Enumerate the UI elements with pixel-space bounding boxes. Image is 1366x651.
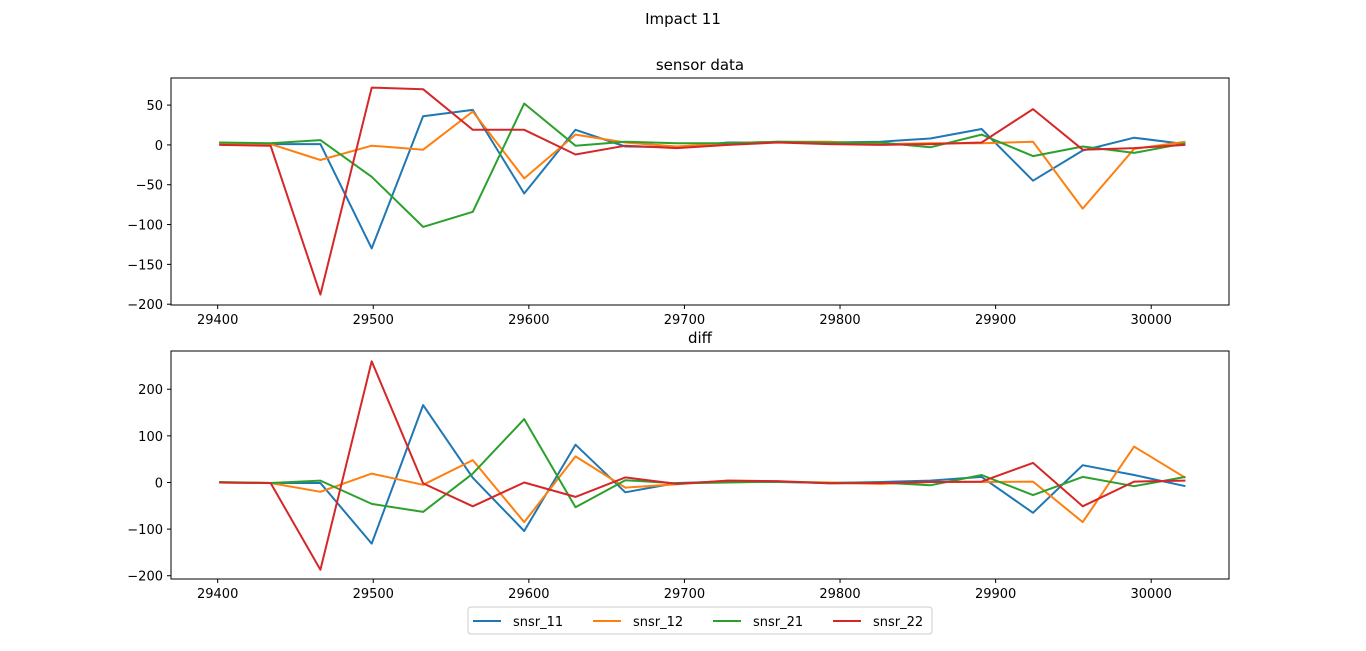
x-tick-label: 30000 bbox=[1131, 587, 1172, 602]
x-tick-label: 29600 bbox=[508, 313, 549, 328]
x-tick-label: 29800 bbox=[819, 587, 860, 602]
x-tick-label: 29900 bbox=[975, 587, 1016, 602]
series-line-snsr-12 bbox=[219, 445, 1186, 524]
diff-lines bbox=[219, 360, 1186, 571]
x-tick-label: 29500 bbox=[353, 587, 394, 602]
x-tick-label: 29400 bbox=[197, 587, 238, 602]
x-tick-label: 29600 bbox=[508, 587, 549, 602]
y-tick-label: −100 bbox=[127, 523, 163, 538]
diff-axes: diff 29400 29500 29600 29700 29800 29900 30000… bbox=[127, 329, 1230, 602]
diff-frame bbox=[170, 350, 1230, 580]
sensor-data-lines bbox=[219, 86, 1186, 296]
series-line-snsr-22 bbox=[219, 360, 1186, 571]
sensor-data-axes: sensor data 29400 29500 29600 29700 29800 299… bbox=[127, 56, 1230, 328]
series-line-snsr-21 bbox=[219, 418, 1186, 513]
sensor-data-ticks: 29400 29500 29600 29700 29800 29900 30000 50 0 −5… bbox=[127, 99, 1172, 328]
sensor-data-title: sensor data bbox=[656, 56, 744, 74]
legend-label-snsr-12: snsr_12 bbox=[633, 615, 683, 630]
series-line-snsr-11 bbox=[219, 108, 1186, 250]
legend: snsr_11 snsr_12 snsr_21 snsr_22 bbox=[467, 606, 933, 635]
y-tick-label: −200 bbox=[127, 570, 163, 585]
diff-title: diff bbox=[688, 329, 713, 347]
y-tick-label: −150 bbox=[127, 258, 163, 273]
diff-ticks: 29400 29500 29600 29700 29800 29900 30000 200 10… bbox=[127, 383, 1172, 602]
legend-label-snsr-11: snsr_11 bbox=[513, 615, 563, 630]
x-tick-label: 29900 bbox=[975, 313, 1016, 328]
y-tick-label: −100 bbox=[127, 219, 163, 234]
series-line-snsr-12 bbox=[219, 110, 1186, 210]
series-line-snsr-11 bbox=[219, 404, 1186, 545]
legend-label-snsr-22: snsr_22 bbox=[873, 615, 923, 630]
sensor-data-frame bbox=[170, 77, 1230, 306]
y-tick-label: −200 bbox=[127, 298, 163, 313]
x-tick-label: 29400 bbox=[197, 313, 238, 328]
y-tick-label: 50 bbox=[146, 99, 163, 114]
figure-title: Impact 11 bbox=[645, 10, 721, 28]
x-tick-label: 29800 bbox=[819, 313, 860, 328]
series-line-snsr-22 bbox=[219, 86, 1186, 296]
x-tick-label: 29500 bbox=[353, 313, 394, 328]
series-line-snsr-21 bbox=[219, 102, 1186, 228]
legend-box bbox=[467, 606, 933, 635]
y-tick-label: 100 bbox=[138, 430, 163, 445]
legend-label-snsr-21: snsr_21 bbox=[753, 615, 803, 630]
y-tick-label: 0 bbox=[155, 476, 163, 491]
y-tick-label: 0 bbox=[155, 139, 163, 154]
x-tick-label: 29700 bbox=[664, 313, 705, 328]
x-tick-label: 30000 bbox=[1131, 313, 1172, 328]
y-tick-label: 200 bbox=[138, 383, 163, 398]
x-tick-label: 29700 bbox=[664, 587, 705, 602]
y-tick-label: −50 bbox=[136, 179, 163, 194]
